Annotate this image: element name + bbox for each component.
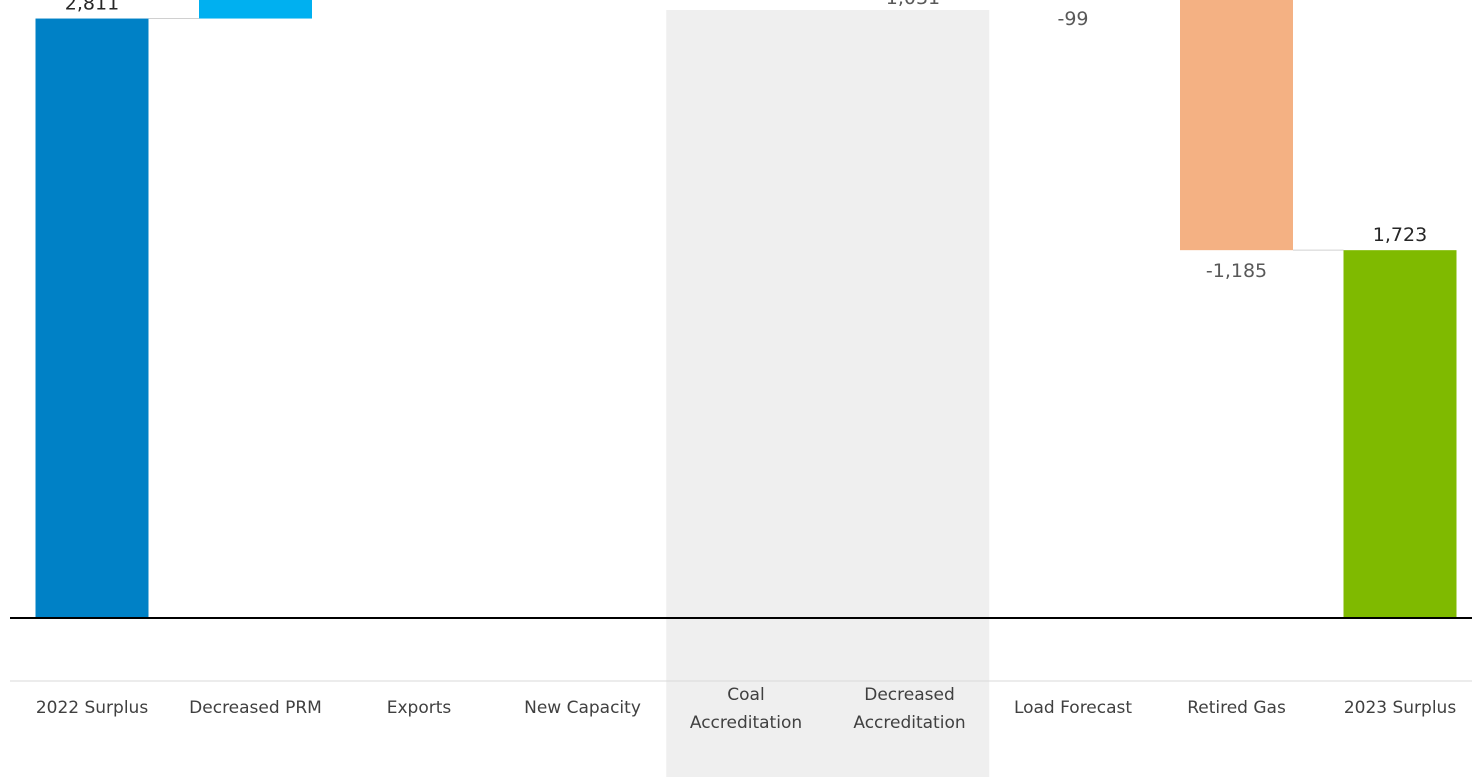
category-label: Exports bbox=[387, 698, 452, 718]
category-label: Decreased PRM bbox=[189, 698, 322, 718]
value-label: -99 bbox=[1057, 8, 1088, 30]
highlight-band bbox=[666, 10, 990, 777]
value-label: 1,723 bbox=[1373, 224, 1427, 246]
category-label: Retired Gas bbox=[1187, 698, 1286, 718]
bar bbox=[1343, 250, 1457, 618]
value-label: 2,811 bbox=[65, 0, 119, 15]
category-label: Accreditation bbox=[853, 713, 965, 733]
category-label: 2023 Surplus bbox=[1344, 698, 1457, 718]
category-label: 2022 Surplus bbox=[36, 698, 149, 718]
value-label: -1,185 bbox=[1206, 260, 1267, 282]
category-label: Decreased bbox=[864, 685, 955, 705]
bar bbox=[35, 18, 149, 618]
bar bbox=[1180, 0, 1293, 251]
bar bbox=[199, 0, 312, 19]
category-label: Load Forecast bbox=[1014, 698, 1132, 718]
category-label: Accreditation bbox=[690, 713, 802, 733]
value-label: -1,031 bbox=[879, 0, 940, 9]
category-label: New Capacity bbox=[524, 698, 641, 718]
category-label: Coal bbox=[727, 685, 764, 705]
